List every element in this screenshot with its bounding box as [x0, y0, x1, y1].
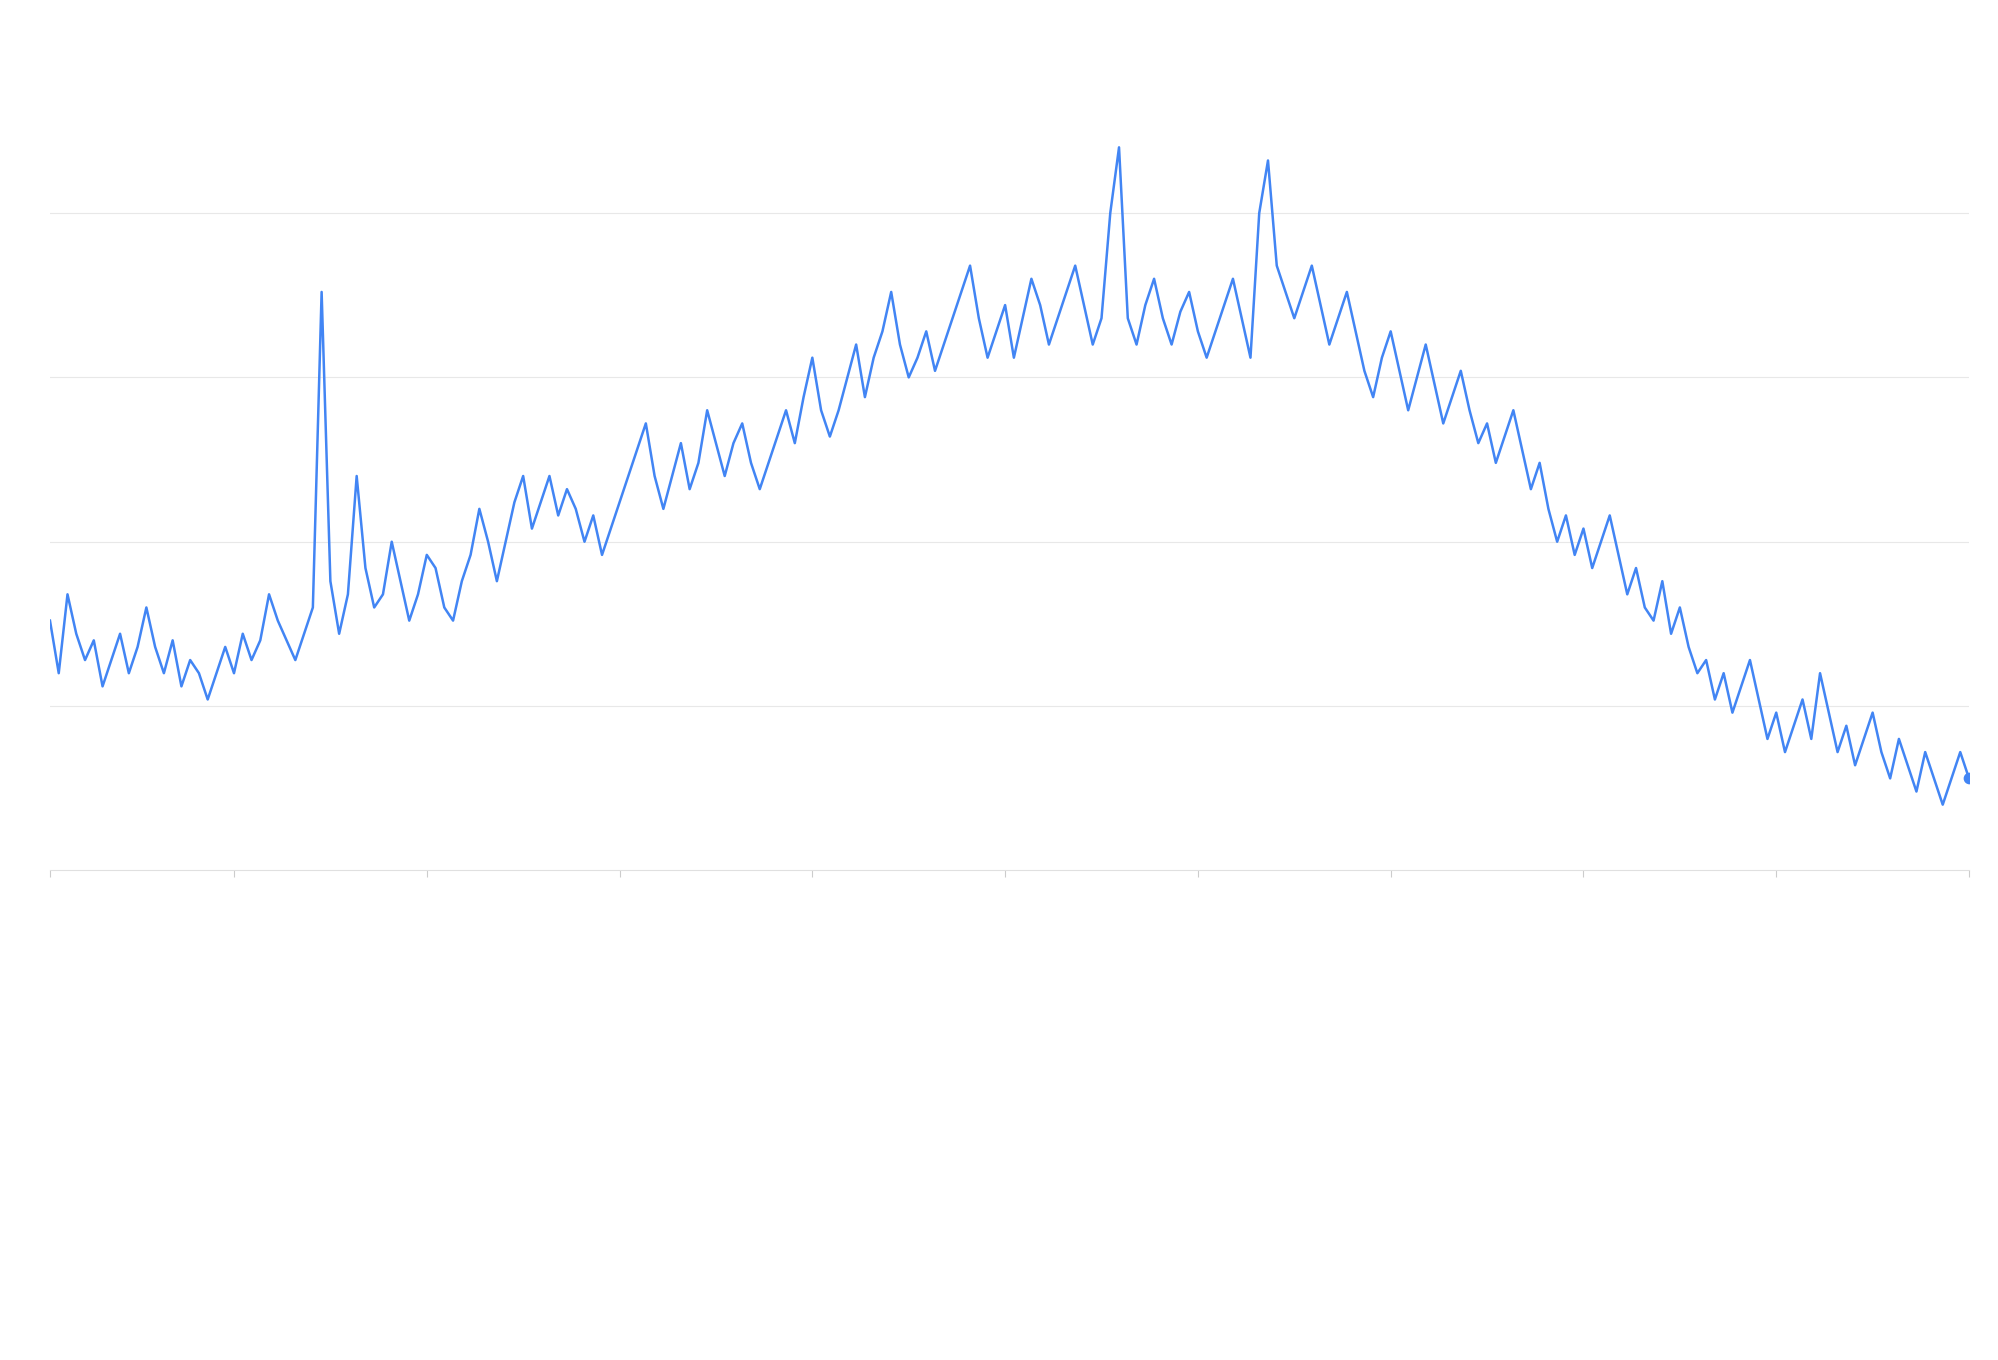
Point — [1952, 767, 1984, 789]
